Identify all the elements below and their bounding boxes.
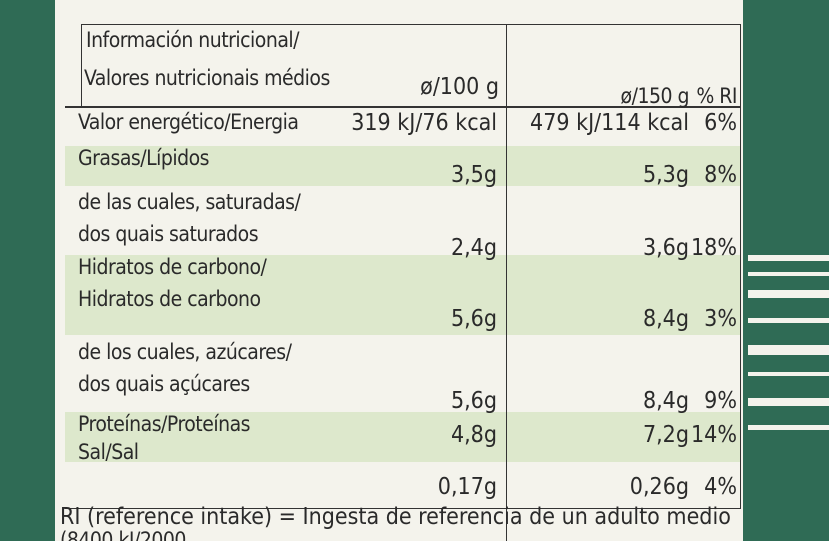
rule	[65, 106, 741, 108]
footer-note: (8400 kJ/2000	[60, 528, 186, 541]
column-header: ø/100 g	[420, 74, 499, 100]
value-ri: 4%	[704, 474, 737, 500]
value-100g: 3,5g	[450, 162, 497, 188]
value-ri: 9%	[704, 388, 737, 414]
value-100g: 0,17g	[437, 474, 497, 500]
value-150g: 0,26g	[629, 474, 689, 500]
header-title: Valores nutricionais médios	[84, 66, 330, 90]
row-band	[65, 146, 741, 186]
rule	[82, 24, 740, 25]
value-ri: 6%	[704, 110, 737, 136]
row-label: Valor energético/Energia	[78, 110, 299, 134]
value-150g: 479 kJ/114 kcal	[530, 110, 689, 136]
value-100g: 5,6g	[450, 306, 497, 332]
barcode-stripe	[748, 398, 829, 406]
row-label: dos quais açúcares	[78, 372, 250, 396]
row-label: Sal/Sal	[78, 440, 139, 464]
row-label: de las cuales, saturadas/	[78, 190, 301, 214]
value-150g: 7,2g	[642, 422, 689, 448]
barcode-stripe	[748, 318, 829, 323]
row-label: Hidratos de carbono	[78, 287, 261, 311]
footer-note: RI (reference intake) = Ingesta de refer…	[60, 504, 731, 530]
value-ri: 18%	[691, 235, 737, 261]
row-label: Proteínas/Proteínas	[78, 412, 250, 436]
row-label: Hidratos de carbono/	[78, 255, 267, 279]
value-150g: 5,3g	[642, 162, 689, 188]
rule	[506, 24, 507, 541]
barcode-stripe	[748, 272, 829, 276]
value-150g: 8,4g	[642, 306, 689, 332]
rule	[740, 24, 741, 509]
value-150g: 3,6g	[642, 235, 689, 261]
row-label: Grasas/Lípidos	[78, 146, 210, 170]
value-150g: 8,4g	[642, 388, 689, 414]
value-ri: 14%	[691, 422, 737, 448]
value-100g: 4,8g	[450, 422, 497, 448]
rule	[81, 24, 82, 108]
value-100g: 2,4g	[450, 235, 497, 261]
value-100g: 5,6g	[450, 388, 497, 414]
column-header: ø/150 g	[620, 84, 690, 108]
barcode-stripe	[748, 255, 829, 261]
barcode-stripe	[748, 425, 829, 430]
row-label: de los cuales, azúcares/	[78, 340, 292, 364]
rule	[65, 508, 741, 509]
barcode-stripe	[748, 345, 829, 355]
header-title: Información nutricional/	[86, 28, 300, 52]
barcode-stripe	[748, 372, 829, 376]
value-ri: 3%	[704, 306, 737, 332]
value-100g: 319 kJ/76 kcal	[351, 110, 497, 136]
column-header: % RI	[696, 84, 737, 108]
row-band	[65, 255, 741, 335]
row-band	[65, 412, 741, 462]
value-ri: 8%	[704, 162, 737, 188]
barcode-stripe	[748, 290, 829, 298]
row-label: dos quais saturados	[78, 222, 259, 246]
